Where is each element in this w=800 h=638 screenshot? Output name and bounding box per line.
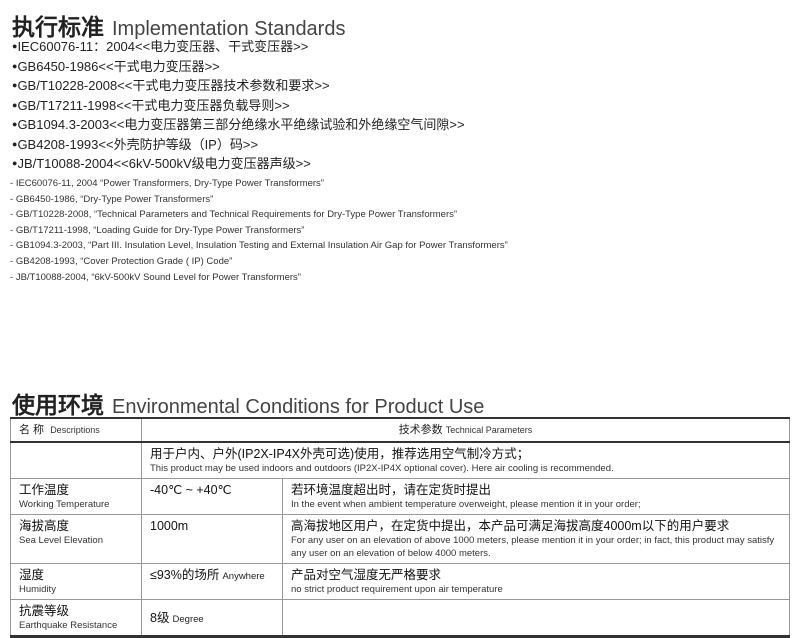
intro-cn: 用于户内、户外(IP2X-IP4X外壳可选)使用，推荐选用空气制冷方式； [150, 447, 530, 461]
value: 8级 [150, 610, 170, 625]
table-row: 湿度 Humidity ≤93%的场所 Anywhere 产品对空气湿度无严格要求… [10, 563, 790, 600]
name-cell: 抗震等级 Earthquake Resistance [10, 599, 142, 637]
list-item: JB/T10088-2004<<6kV-500kV级电力变压器声级>> [12, 154, 465, 174]
title-en: Implementation Standards [112, 18, 346, 40]
list-item: GB/T17211-1998<<干式电力变压器负载导则>> [12, 96, 465, 116]
header-cn: 技术参数 [398, 423, 443, 436]
note-cn: 若环境温度超出时，请在定货时提出 [291, 483, 492, 497]
list-item: JB/T10088-2004, “6kV-500kV Sound Level f… [10, 270, 508, 286]
header-en: Descriptions [50, 424, 100, 435]
list-item: IEC60076-11：2004<<电力变压器、干式变压器>> [12, 37, 465, 57]
note-en: In the event when ambient temperature ov… [291, 499, 641, 510]
name-en: Earthquake Resistance [19, 620, 118, 631]
intro-cell: 用于户内、户外(IP2X-IP4X外壳可选)使用，推荐选用空气制冷方式； This… [141, 441, 790, 479]
table-row: 工作温度 Working Temperature -40℃ ~ +40℃ 若环境温… [10, 478, 790, 515]
value-cell: ≤93%的场所 Anywhere [141, 563, 283, 600]
note-cn: 产品对空气湿度无严格要求 [291, 568, 442, 582]
header-en: Technical Parameters [445, 424, 533, 435]
header-params: 技术参数 Technical Parameters [141, 417, 790, 443]
note-cn: 高海拔地区用户，在定货中提出，本产品可满足海拔高度4000m以下的用户要求 [291, 519, 730, 533]
value-cell: 1000m [141, 514, 283, 564]
table-row: 海拔高度 Sea Level Elevation 1000m 高海拔地区用户，在定… [10, 514, 790, 564]
note-cell: 若环境温度超出时，请在定货时提出 In the event when ambien… [282, 478, 790, 515]
list-item: GB/T10228-2008, “Technical Parameters an… [10, 207, 508, 223]
note-cell: 高海拔地区用户，在定货中提出，本产品可满足海拔高度4000m以下的用户要求 For… [282, 514, 790, 564]
note-en: For any user on an elevation of above 10… [291, 535, 775, 559]
list-item: GB4208-1993<<外壳防护等级（IP）码>> [12, 135, 465, 155]
value: 1000m [150, 519, 189, 533]
standards-list-en: IEC60076-11, 2004 “Power Transformers, D… [10, 176, 508, 285]
title-cn: 使用环境 [12, 392, 104, 418]
header-name: 名 称 Descriptions [10, 417, 142, 443]
empty-cell [10, 441, 142, 479]
value-cell: 8级 Degree [141, 599, 283, 637]
title-en: Environmental Conditions for Product Use [112, 396, 485, 418]
list-item: IEC60076-11, 2004 “Power Transformers, D… [10, 176, 508, 192]
value-en: Degree [172, 613, 204, 625]
name-cn: 抗震等级 [19, 604, 70, 618]
list-item: GB6450-1986, “Dry-Type Power Transformer… [10, 192, 508, 208]
list-item: GB/T17211-1998, “Loading Guide for Dry-T… [10, 223, 508, 239]
note-cell: 产品对空气湿度无严格要求 no strict product requiremen… [282, 563, 790, 600]
value: ≤93%的场所 [150, 568, 220, 582]
table-header: 名 称 Descriptions 技术参数 Technical Paramete… [10, 417, 790, 443]
table-row: 用于户内、户外(IP2X-IP4X外壳可选)使用，推荐选用空气制冷方式； This… [10, 441, 790, 479]
intro-en: This product may be used indoors and out… [150, 463, 614, 474]
title-cn: 执行标准 [12, 14, 104, 40]
note-en: no strict product requirement upon air t… [291, 584, 503, 595]
table-row: 抗震等级 Earthquake Resistance 8级 Degree [10, 599, 790, 637]
value-en: Anywhere [222, 571, 265, 582]
list-item: GB/T10228-2008<<干式电力变压器技术参数和要求>> [12, 76, 465, 96]
list-item: GB4208-1993, “Cover Protection Grade ( I… [10, 254, 508, 270]
name-cell: 海拔高度 Sea Level Elevation [10, 514, 142, 564]
environment-table: 名 称 Descriptions 技术参数 Technical Paramete… [10, 417, 790, 638]
value: -40℃ ~ +40℃ [150, 483, 232, 497]
list-item: GB1094.3-2003, “Part III. Insulation Lev… [10, 238, 508, 254]
section-title-standards: 执行标准 Implementation Standards [12, 8, 345, 42]
section-title-environment: 使用环境 Environmental Conditions for Product… [12, 386, 484, 420]
list-item: GB6450-1986<<干式电力变压器>> [12, 57, 465, 77]
name-cell: 湿度 Humidity [10, 563, 142, 600]
name-en: Humidity [19, 584, 56, 595]
header-cn: 名 称 [19, 423, 45, 436]
name-cn: 工作温度 [19, 483, 70, 497]
name-cn: 湿度 [19, 568, 45, 582]
standards-list-cn: IEC60076-11：2004<<电力变压器、干式变压器>> GB6450-1… [12, 37, 465, 174]
name-en: Working Temperature [19, 499, 110, 510]
value-cell: -40℃ ~ +40℃ [141, 478, 283, 515]
name-cell: 工作温度 Working Temperature [10, 478, 142, 515]
list-item: GB1094.3-2003<<电力变压器第三部分绝缘水平绝缘试验和外绝缘空气间隙… [12, 115, 464, 135]
note-cell [282, 599, 790, 637]
name-en: Sea Level Elevation [19, 535, 103, 546]
name-cn: 海拔高度 [19, 519, 70, 533]
